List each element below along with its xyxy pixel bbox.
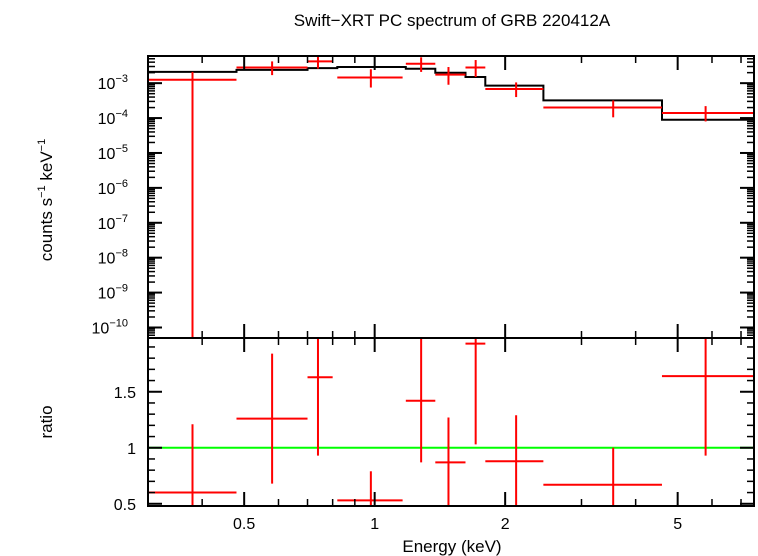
top-data-point	[485, 82, 544, 98]
top-y-axis-label: counts s−1 keV−1	[36, 139, 56, 261]
x-tick-label: 2	[501, 516, 510, 533]
ratio-data-point	[337, 471, 403, 506]
tick-exponent: −10	[109, 317, 128, 329]
tick-exponent: −3	[115, 73, 128, 85]
tick-base: 10	[98, 216, 116, 233]
bottom-y-tick-label: 1.5	[114, 385, 136, 402]
model-step-line	[148, 66, 754, 121]
top-y-tick-label: 10−4	[98, 108, 128, 128]
top-data-point	[543, 100, 662, 118]
top-y-tick-label: 10−10	[92, 317, 128, 337]
ratio-data-point	[405, 338, 436, 463]
tick-base: 10	[98, 76, 116, 93]
x-axis-label: Energy (keV)	[402, 537, 501, 556]
top-data-point	[236, 61, 308, 76]
top-data-point	[465, 60, 486, 78]
ratio-data-point	[661, 338, 754, 456]
tick-exponent: −8	[115, 248, 128, 260]
ylabel-exp2: −1	[36, 139, 48, 152]
top-y-tick-label: 10−6	[98, 178, 128, 198]
bottom-y-tick-label: 1	[127, 441, 136, 458]
tick-base: 10	[98, 111, 116, 128]
bottom-panel-frame	[147, 337, 755, 507]
tick-base: 10	[92, 320, 110, 337]
x-tick-label: 1	[370, 516, 379, 533]
tick-exponent: −5	[115, 143, 128, 155]
ratio-data-point	[465, 338, 486, 445]
top-y-tick-label: 10−8	[98, 248, 128, 268]
top-y-tick-label: 10−7	[98, 213, 128, 233]
tick-base: 10	[98, 251, 116, 268]
top-data-point	[337, 69, 403, 88]
top-y-tick-label: 10−9	[98, 283, 128, 303]
ylabel-exp1: −1	[36, 185, 48, 198]
tick-base: 10	[98, 146, 116, 163]
ratio-data-point	[435, 417, 466, 506]
x-tick-label: 5	[673, 516, 682, 533]
top-data-point	[405, 57, 436, 72]
tick-exponent: −6	[115, 178, 128, 190]
tick-exponent: −4	[115, 108, 128, 120]
ratio-data-point	[307, 338, 333, 456]
top-data-point	[307, 56, 333, 69]
x-tick-label: 0.5	[233, 516, 255, 533]
ratio-data-point	[485, 415, 544, 506]
top-y-tick-label: 10−5	[98, 143, 128, 163]
tick-exponent: −9	[115, 283, 128, 295]
top-data-point	[148, 71, 237, 338]
bottom-y-tick-label: 0.5	[114, 497, 136, 514]
bottom-y-axis-label: ratio	[37, 405, 56, 438]
ratio-data-point	[148, 424, 237, 506]
bottom-panel	[148, 338, 754, 506]
tick-base: 10	[98, 181, 116, 198]
top-data-point	[435, 67, 466, 85]
top-panel-frame	[147, 55, 755, 339]
tick-base: 10	[98, 286, 116, 303]
tick-exponent: −7	[115, 213, 128, 225]
top-panel	[148, 56, 754, 338]
ratio-data-point	[543, 447, 662, 506]
top-data-point	[661, 106, 754, 122]
ylabel-main: counts s	[37, 198, 56, 261]
top-y-tick-label: 10−3	[98, 73, 128, 93]
ylabel-mid: keV	[37, 151, 56, 186]
chart-title: Swift−XRT PC spectrum of GRB 220412A	[294, 11, 611, 30]
ratio-data-point	[236, 353, 308, 484]
panel-frames: 0.5 1 2 510−310−410−510−610−710−810−910−100…	[92, 55, 755, 533]
